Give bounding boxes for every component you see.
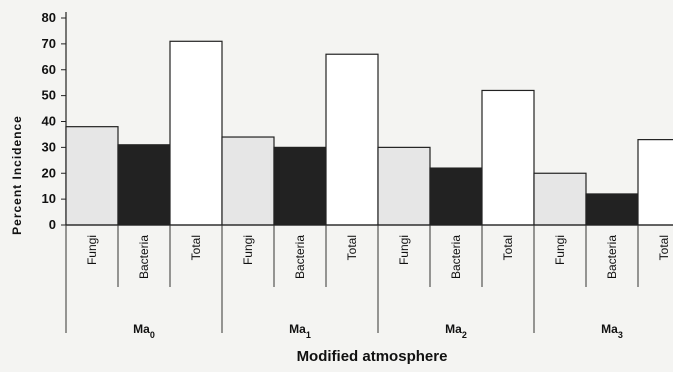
y-tick-label: 30 — [42, 139, 56, 154]
y-tick-label: 40 — [42, 114, 56, 129]
x-axis-label: Modified atmosphere — [297, 348, 448, 365]
bar-fungi — [65, 126, 119, 226]
y-tick-label: 20 — [42, 165, 56, 180]
bar-bacteria — [273, 146, 327, 226]
category-label: Total — [501, 235, 515, 260]
category-label: Fungi — [553, 235, 567, 265]
bar-bacteria — [585, 193, 639, 226]
y-tick-label: 70 — [42, 36, 56, 51]
category-label: Fungi — [241, 235, 255, 265]
category-label: Total — [657, 235, 671, 260]
y-axis: 0 10 20 30 40 50 60 70 80 — [42, 10, 67, 232]
group-label: Ma3 — [601, 322, 623, 340]
bar-bacteria — [429, 167, 483, 226]
bar-fungi — [533, 172, 587, 226]
category-label: Bacteria — [449, 235, 463, 279]
y-tick-label: 50 — [42, 88, 56, 103]
y-tick-label: 0 — [49, 217, 56, 232]
category-label: Bacteria — [137, 235, 151, 279]
bar-total — [481, 89, 535, 226]
category-label: Bacteria — [293, 235, 307, 279]
bars — [65, 40, 673, 226]
category-label: Fungi — [85, 235, 99, 265]
y-tick-label: 80 — [42, 10, 56, 25]
group-label: Ma1 — [289, 322, 311, 340]
bar-bacteria — [117, 144, 171, 226]
category-label: Total — [189, 235, 203, 260]
bar-total — [169, 40, 223, 226]
category-label: Fungi — [397, 235, 411, 265]
group-label: Ma0 — [133, 322, 155, 340]
category-label: Total — [345, 235, 359, 260]
bar-total — [325, 53, 379, 226]
bar-fungi — [221, 136, 275, 226]
bar-fungi — [377, 146, 431, 226]
group-label: Ma2 — [445, 322, 467, 340]
y-axis-label: Percent Incidence — [10, 115, 24, 235]
x-axis: Fungi Bacteria Total Fungi Bacteria Total Fung… — [65, 224, 673, 340]
y-tick-label: 10 — [42, 191, 56, 206]
category-label: Bacteria — [605, 235, 619, 279]
y-tick-label: 60 — [42, 62, 56, 77]
bar-total — [637, 139, 673, 226]
